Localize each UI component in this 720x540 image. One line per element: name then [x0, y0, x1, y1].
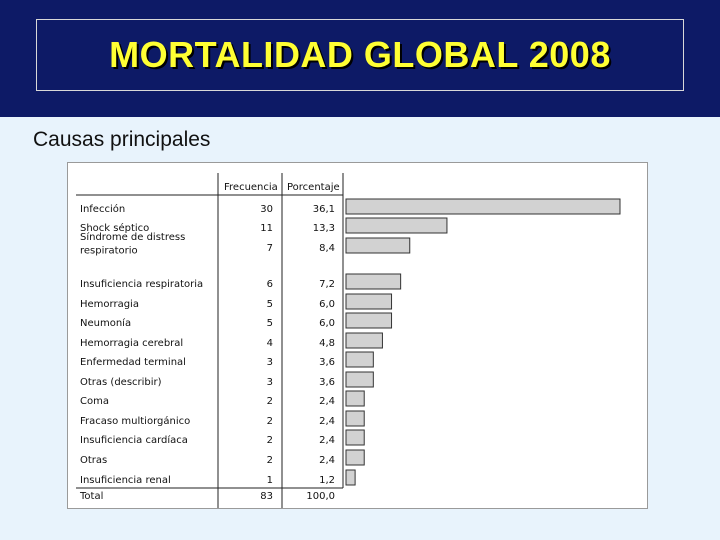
category-label: Insuficiencia cardíaca — [80, 434, 188, 446]
percent-value: 3,6 — [319, 377, 335, 388]
slide-title: MORTALIDAD GLOBAL 2008 — [109, 34, 611, 75]
percent-value: 3,6 — [319, 357, 335, 368]
column-header-porcentaje: Porcentaje — [287, 182, 340, 193]
category-label: Infección — [80, 203, 125, 215]
table-row: Hemorragia 5 6,0 — [80, 293, 393, 310]
table-row: Infección 30 36,1 — [80, 198, 621, 215]
frequency-value: 1 — [267, 475, 273, 486]
percent-value: 4,8 — [319, 338, 335, 349]
percent-value: 2,4 — [319, 416, 335, 427]
bar — [345, 217, 448, 234]
column-header-frecuencia: Frecuencia — [224, 182, 278, 193]
bar — [345, 332, 383, 349]
table-row: Neumonía 5 6,0 — [80, 312, 393, 329]
bar — [345, 449, 365, 466]
category-label: Insuficiencia respiratoria — [80, 279, 203, 290]
frequency-value: 2 — [267, 455, 273, 466]
bar — [345, 410, 365, 427]
total-frequency: 83 — [260, 491, 273, 502]
frequency-value: 5 — [267, 318, 273, 329]
category-label: Síndrome de distress respiratorio — [80, 231, 185, 257]
table-row: Insuficiencia cardíaca 2 2,4 — [80, 429, 365, 446]
bar — [345, 371, 374, 388]
frequency-value: 11 — [260, 223, 273, 234]
bar — [345, 273, 402, 290]
table-row: Otras (describir) 3 3,6 — [80, 371, 374, 388]
category-label: Hemorragia — [80, 299, 139, 310]
bar — [345, 312, 393, 329]
bar — [345, 429, 365, 446]
bar — [345, 237, 411, 254]
table-row: Coma 2 2,4 — [80, 390, 365, 407]
table-row: Shock séptico 11 13,3 — [80, 217, 448, 234]
percent-value: 6,0 — [319, 299, 335, 310]
category-label: Shock séptico — [80, 222, 149, 234]
frequency-value: 30 — [260, 204, 273, 215]
slide-subtitle: Causas principales — [33, 128, 211, 151]
frequency-value: 3 — [267, 357, 273, 368]
percent-value: 2,4 — [319, 455, 335, 466]
percent-value: 6,0 — [319, 318, 335, 329]
frequency-value: 4 — [267, 338, 273, 349]
category-label: Coma — [80, 396, 109, 407]
chart-panel: Frecuencia Porcentaje Infección 30 36,1 Sho… — [67, 162, 648, 509]
frequency-value: 2 — [267, 435, 273, 446]
bar — [345, 390, 365, 407]
percent-value: 8,4 — [319, 243, 335, 254]
bar-chart: Frecuencia Porcentaje Infección 30 36,1 Sho… — [76, 173, 621, 508]
bar — [345, 293, 393, 310]
total-percent: 100,0 — [306, 491, 335, 502]
title-frame: MORTALIDAD GLOBAL 2008 — [36, 19, 684, 91]
table-row: Enfermedad terminal 3 3,6 — [80, 351, 374, 368]
percent-value: 13,3 — [313, 223, 335, 234]
frequency-value: 2 — [267, 396, 273, 407]
category-label: Fracaso multiorgánico — [80, 415, 190, 427]
title-bar: MORTALIDAD GLOBAL 2008 — [0, 0, 720, 117]
category-label: Otras (describir) — [80, 377, 162, 388]
table-row: Síndrome de distress respiratorio 7 8,4 — [80, 231, 411, 257]
percent-value: 2,4 — [319, 435, 335, 446]
percent-value: 36,1 — [313, 204, 335, 215]
category-label: Insuficiencia renal — [80, 475, 171, 486]
category-label: Hemorragia cerebral — [80, 338, 183, 349]
table-row: Insuficiencia renal 1 1,2 — [80, 469, 356, 486]
bar — [345, 469, 356, 486]
percent-value: 1,2 — [319, 475, 335, 486]
table-row: Fracaso multiorgánico 2 2,4 — [80, 410, 365, 427]
category-label: Neumonía — [80, 317, 131, 329]
total-label: Total — [79, 491, 103, 502]
table-row: Hemorragia cerebral 4 4,8 — [80, 332, 383, 349]
frequency-value: 5 — [267, 299, 273, 310]
category-label: Enfermedad terminal — [80, 357, 186, 368]
frequency-value: 6 — [267, 279, 273, 290]
bar — [345, 198, 621, 215]
bar — [345, 351, 374, 368]
frequency-value: 3 — [267, 377, 273, 388]
frequency-value: 7 — [267, 243, 273, 254]
category-label: Otras — [80, 455, 107, 466]
percent-value: 2,4 — [319, 396, 335, 407]
table-row: Insuficiencia respiratoria 6 7,2 — [80, 273, 402, 290]
percent-value: 7,2 — [319, 279, 335, 290]
table-row: Otras 2 2,4 — [80, 449, 365, 466]
frequency-value: 2 — [267, 416, 273, 427]
